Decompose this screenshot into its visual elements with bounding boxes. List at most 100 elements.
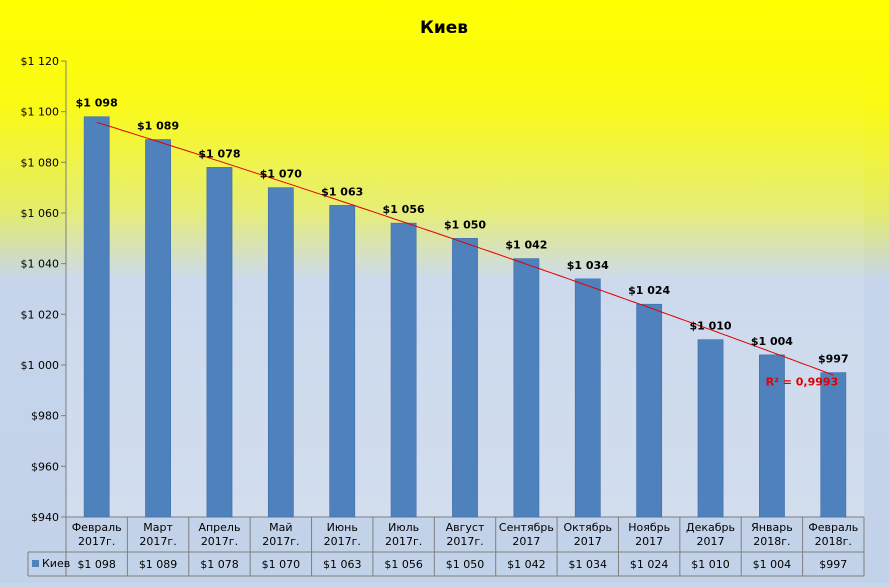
x-category-label: Июль 2017г. — [385, 521, 422, 548]
data-label: $997 — [818, 353, 849, 366]
x-category-line: 2017г. — [324, 535, 361, 548]
x-category-line: Ноябрь — [628, 521, 670, 534]
x-category-line: 2017г. — [262, 535, 299, 548]
x-category-line: Февраль — [72, 521, 122, 534]
x-category-line: 2017 — [512, 535, 540, 548]
x-category-line: Сентябрь — [499, 521, 554, 534]
bar — [636, 303, 663, 518]
table-value-cell: $1 034 — [569, 558, 608, 571]
x-category-line: Июль — [388, 521, 419, 534]
x-category-line: Октябрь — [563, 521, 612, 534]
data-label: $1 089 — [137, 120, 179, 133]
trendline — [96, 121, 834, 376]
data-label: $1 063 — [321, 185, 363, 198]
bar — [697, 339, 724, 518]
bar — [759, 354, 785, 518]
table-value-cell: $1 078 — [200, 558, 239, 571]
x-category-line: 2017г. — [446, 535, 483, 548]
x-category-line: Декабрь — [686, 521, 735, 534]
table-value-cell: $1 089 — [139, 558, 178, 571]
x-category-line: 2017 — [574, 535, 602, 548]
x-category-line: 2017 — [697, 535, 725, 548]
x-category-line: Август — [446, 521, 485, 534]
x-category-line: 2017 — [635, 535, 663, 548]
bar — [513, 258, 540, 518]
table-value-cell: $1 042 — [507, 558, 546, 571]
bar — [820, 372, 847, 518]
y-tick-label: $980 — [31, 410, 59, 423]
x-category-label: Февраль 2018г. — [808, 521, 858, 548]
x-category-label: Август 2017г. — [446, 521, 485, 548]
y-tick-label: $1 040 — [21, 258, 60, 271]
data-labels-group: $1 098 $1 089 $1 078 $1 070 $1 063 $1 056 $1 0… — [76, 97, 849, 366]
table-value-cell: $1 024 — [630, 558, 669, 571]
x-category-line: Июнь — [327, 521, 358, 534]
x-category-label: Ноябрь 2017 — [628, 521, 670, 548]
x-category-line: Январь — [751, 521, 793, 534]
x-category-line: Май — [269, 521, 292, 534]
data-label: $1 078 — [198, 147, 240, 160]
trendline-group: R² = 0,9993 — [96, 121, 839, 388]
y-tick-label: $1 120 — [21, 55, 60, 68]
x-category-label: Февраль 2017г. — [72, 521, 122, 548]
bar — [390, 222, 417, 518]
data-label: $1 050 — [444, 218, 486, 231]
y-axis: $940 $960 $980 $1 000 $1 020 $1 040 $1 060 $1 0… — [21, 55, 864, 524]
y-tick-label: $1 080 — [21, 156, 60, 169]
data-label: $1 056 — [383, 203, 425, 216]
y-tick-label: $1 100 — [21, 106, 60, 119]
x-category-line: 2017г. — [201, 535, 238, 548]
y-tick-label: $940 — [31, 511, 59, 524]
table-value-cell: $997 — [819, 558, 847, 571]
data-label: $1 098 — [76, 97, 118, 110]
x-category-line: Март — [143, 521, 173, 534]
legend-key-swatch — [32, 560, 39, 567]
x-category-label: Март 2017г. — [139, 521, 176, 548]
x-category-line: 2018г. — [753, 535, 790, 548]
x-category-line: 2017г. — [139, 535, 176, 548]
bar — [206, 167, 233, 518]
table-value-cell: $1 004 — [753, 558, 792, 571]
x-category-line: Февраль — [808, 521, 858, 534]
r-squared-label: R² = 0,9993 — [766, 375, 839, 388]
data-label: $1 070 — [260, 168, 302, 181]
chart-title: Киев — [420, 18, 468, 38]
table-value-cell: $1 063 — [323, 558, 362, 571]
y-tick-label: $960 — [31, 460, 59, 473]
x-category-line: 2017г. — [78, 535, 115, 548]
legend-key-label: Киев — [42, 557, 70, 570]
y-tick-label: $1 060 — [21, 207, 60, 220]
x-category-label: Сентябрь 2017 — [499, 521, 554, 548]
x-category-label: Июнь 2017г. — [324, 521, 361, 548]
bar — [145, 139, 171, 518]
x-category-label: Октябрь 2017 — [563, 521, 612, 548]
table-value-cell: $1 010 — [691, 558, 730, 571]
bar — [329, 205, 356, 518]
data-label: $1 034 — [567, 259, 609, 272]
y-tick-label: $1 020 — [21, 308, 60, 321]
bar — [83, 116, 110, 518]
x-category-label: Январь 2018г. — [751, 521, 793, 548]
bars-group — [83, 116, 847, 518]
table-value-cell: $1 056 — [384, 558, 423, 571]
data-label: $1 042 — [505, 239, 547, 252]
y-tick-label: $1 000 — [21, 359, 60, 372]
table-value-cell: $1 070 — [262, 558, 301, 571]
data-label: $1 010 — [689, 320, 731, 333]
table-value-cell: $1 050 — [446, 558, 485, 571]
bar — [452, 238, 478, 518]
bar — [267, 187, 294, 518]
x-category-line: 2018г. — [815, 535, 852, 548]
x-category-label: Декабрь 2017 — [686, 521, 735, 548]
x-category-label: Апрель 2017г. — [198, 521, 240, 548]
x-category-label: Май 2017г. — [262, 521, 299, 548]
table-value-cell: $1 098 — [77, 558, 116, 571]
data-label: $1 024 — [628, 284, 670, 297]
bar — [574, 278, 601, 518]
data-label: $1 004 — [751, 335, 793, 348]
x-category-line: Апрель — [198, 521, 240, 534]
x-category-line: 2017г. — [385, 535, 422, 548]
